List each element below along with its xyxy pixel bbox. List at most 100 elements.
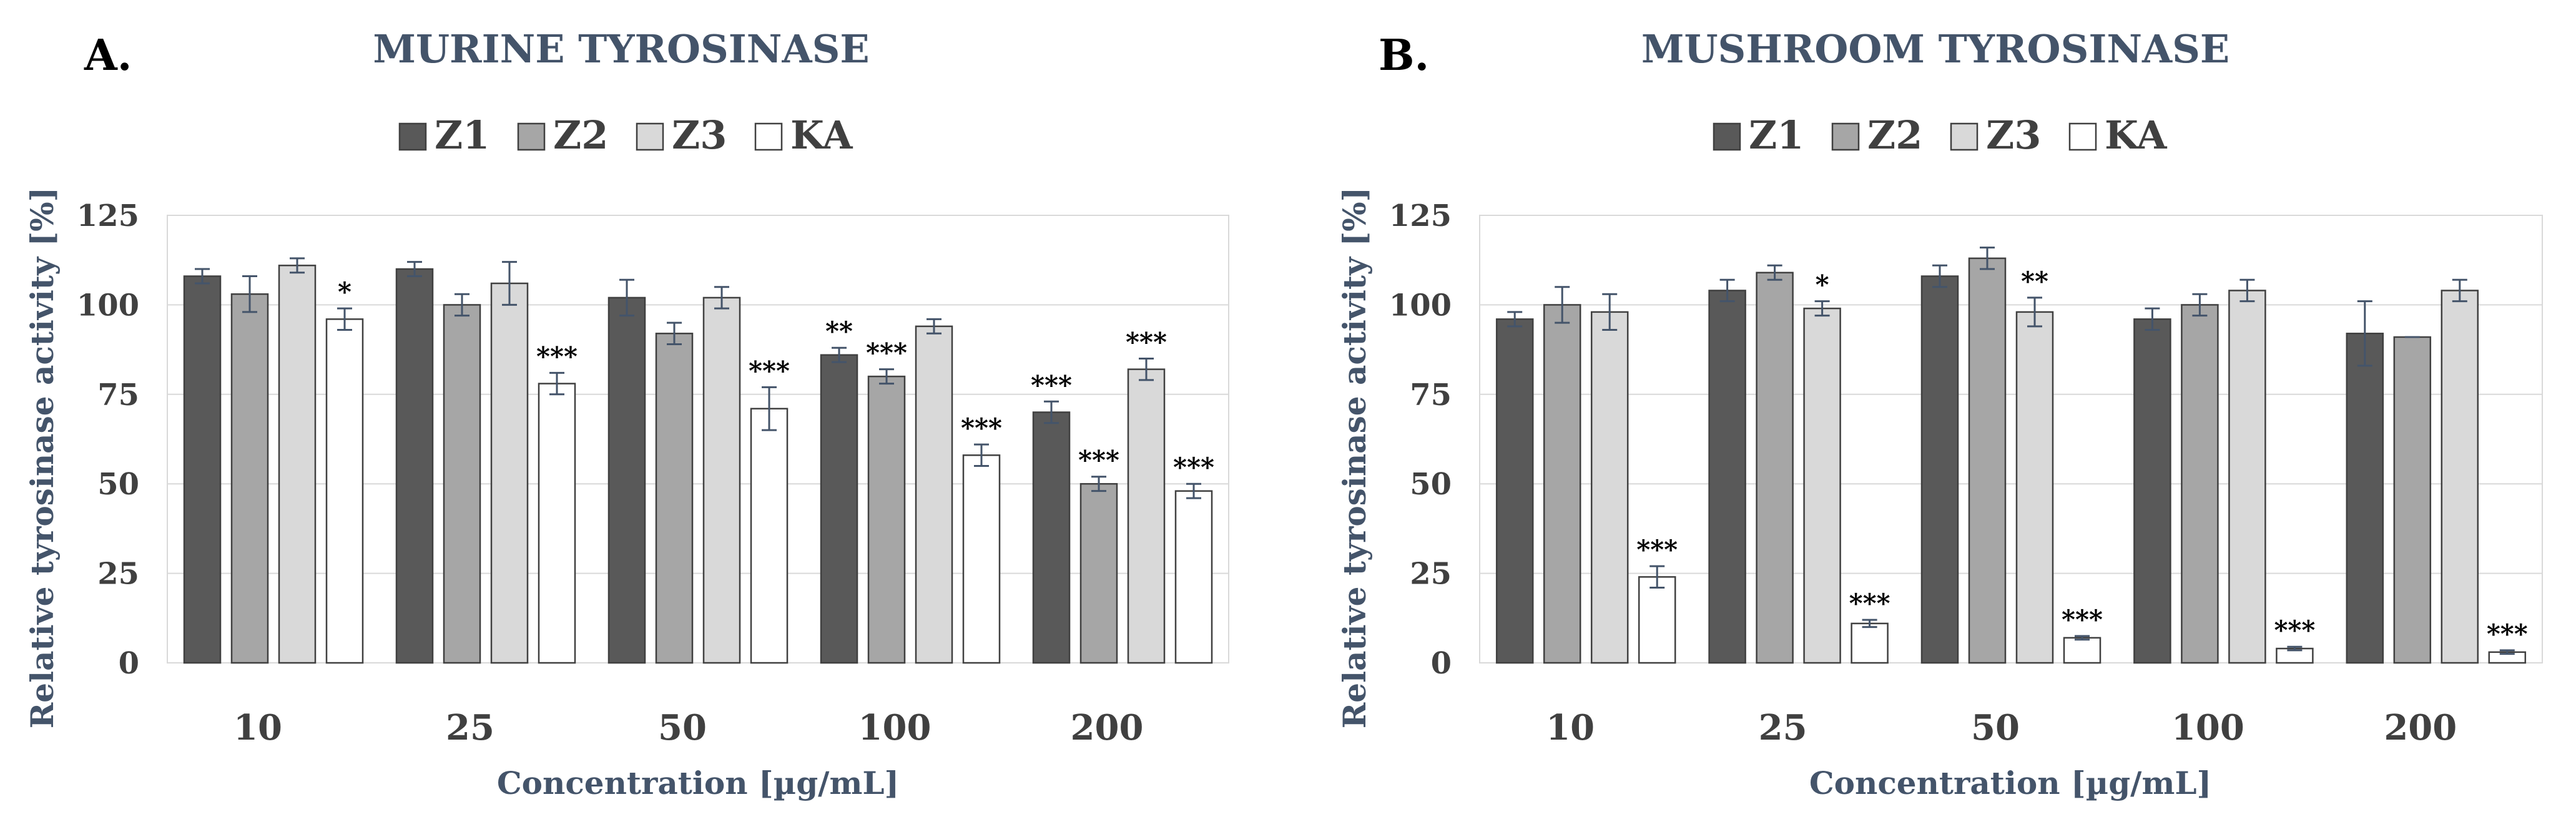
bar-z3-100 [2228,290,2266,664]
bar-z1-100 [2133,318,2171,664]
significance-label: *** [536,341,578,371]
significance-label: *** [1126,326,1167,357]
bar-z1-10 [183,275,222,664]
significance-label: *** [1849,588,1890,619]
bar-z3-10 [278,265,317,664]
y-tick-label: 25 [97,557,139,592]
significance-label: *** [1031,370,1072,400]
significance-label: *** [2274,615,2315,645]
bar-z2-200 [2393,336,2432,664]
y-tick-label: 25 [1410,557,1452,592]
x-axis-title: Concentration [µg/mL] [1809,765,2211,801]
bar-ka-25 [1851,622,1889,664]
x-tick-label: 200 [2384,707,2457,748]
legend-label-ka: KA [790,112,853,158]
legend-swatch-z2 [1831,122,1860,151]
bar-ka-10 [1638,576,1676,664]
bar-z3-50 [702,296,741,664]
chart-panel-a: A. MURINE TYROSINASE Z1 Z2 Z3 KA 0 25 50 75 100 125… [24,26,1229,801]
y-tick-label: 75 [1410,378,1452,413]
bar-ka-25 [538,383,576,664]
y-axis-title: Relative tyrosinase activity [%] [1336,187,1373,729]
legend-label-z3: Z3 [672,112,727,158]
significance-label: *** [2487,619,2528,649]
significance-label: *** [2062,604,2103,635]
legend-label-z3: Z3 [1986,112,2041,158]
chart-title: MUSHROOM TYROSINASE [1641,26,2229,72]
bar-z3-25 [1803,307,1841,664]
bar-z3-10 [1590,311,1629,664]
legend-label-z2: Z2 [553,112,608,158]
x-tick-label: 25 [446,707,494,748]
significance-label: ** [825,316,853,346]
x-tick-label: 25 [1759,707,1807,748]
panel-label: B. [1379,31,1429,81]
plot-area [1479,215,2543,663]
y-tick-label: 50 [97,467,139,502]
legend-label-z2: Z2 [1867,112,1922,158]
bar-ka-100 [962,454,1001,664]
bar-z2-25 [1756,272,1794,664]
y-tick-label: 75 [97,378,139,413]
x-tick-label: 10 [234,707,282,748]
y-tick-label: 100 [77,288,139,323]
x-tick-label: 50 [658,707,707,748]
significance-label: *** [1173,452,1214,482]
bar-ka-50 [2063,637,2102,664]
significance-label: *** [961,413,1002,443]
significance-label: *** [1636,534,1678,565]
bar-z1-200 [2346,333,2384,664]
y-tick-label: 0 [119,646,139,681]
legend-label-ka: KA [2105,112,2167,158]
bar-ka-10 [325,318,364,664]
bar-z2-10 [1543,304,1581,664]
x-axis-title: Concentration [µg/mL] [497,765,899,801]
y-tick-label: 125 [77,198,139,233]
x-tick-label: 10 [1546,707,1595,748]
legend-swatch-ka [754,122,783,151]
bar-ka-50 [750,408,789,664]
y-tick-label: 125 [1389,198,1452,233]
legend-swatch-z1 [1713,122,1741,151]
bar-z3-50 [2015,311,2054,664]
x-tick-label: 100 [858,707,932,748]
bar-z2-100 [867,375,906,664]
bar-z1-50 [607,296,646,664]
legend-label-z1: Z1 [435,112,489,158]
bar-z2-50 [1968,257,2007,664]
legend-swatch-ka [2068,122,2097,151]
y-axis-title: Relative tyrosinase activity [%] [24,187,61,729]
significance-label: *** [866,338,907,368]
x-tick-label: 100 [2171,707,2244,748]
bar-z2-25 [443,304,481,664]
significance-label: *** [749,355,790,386]
bar-z1-25 [395,268,434,664]
bar-z2-100 [2181,304,2219,664]
bar-z2-10 [230,293,269,664]
bar-z3-200 [2441,290,2479,664]
bar-z1-50 [1920,275,1959,664]
bar-z2-200 [1079,482,1118,664]
significance-label: * [1816,270,1829,300]
legend-swatch-z3 [636,122,664,151]
bar-z2-50 [655,333,694,664]
chart-panel-b: B. MUSHROOM TYROSINASE Z1 Z2 Z3 KA 0 25 50 75 100 1… [1336,26,2543,801]
bar-z1-100 [820,354,858,664]
x-tick-label: 50 [1971,707,2020,748]
bar-ka-200 [1174,490,1213,664]
y-tick-label: 100 [1389,288,1452,323]
legend-swatch-z1 [398,122,427,151]
bar-z3-100 [915,325,953,664]
panel-label: A. [84,31,132,81]
chart-title: MURINE TYROSINASE [373,26,869,72]
y-tick-label: 50 [1410,467,1452,502]
significance-label: * [338,277,351,307]
bar-z3-200 [1127,368,1166,664]
plot-area [167,215,1229,663]
bar-z1-10 [1495,318,1534,664]
bar-z1-200 [1032,411,1071,664]
bar-z1-25 [1708,290,1746,664]
legend-label-z1: Z1 [1749,112,1804,158]
